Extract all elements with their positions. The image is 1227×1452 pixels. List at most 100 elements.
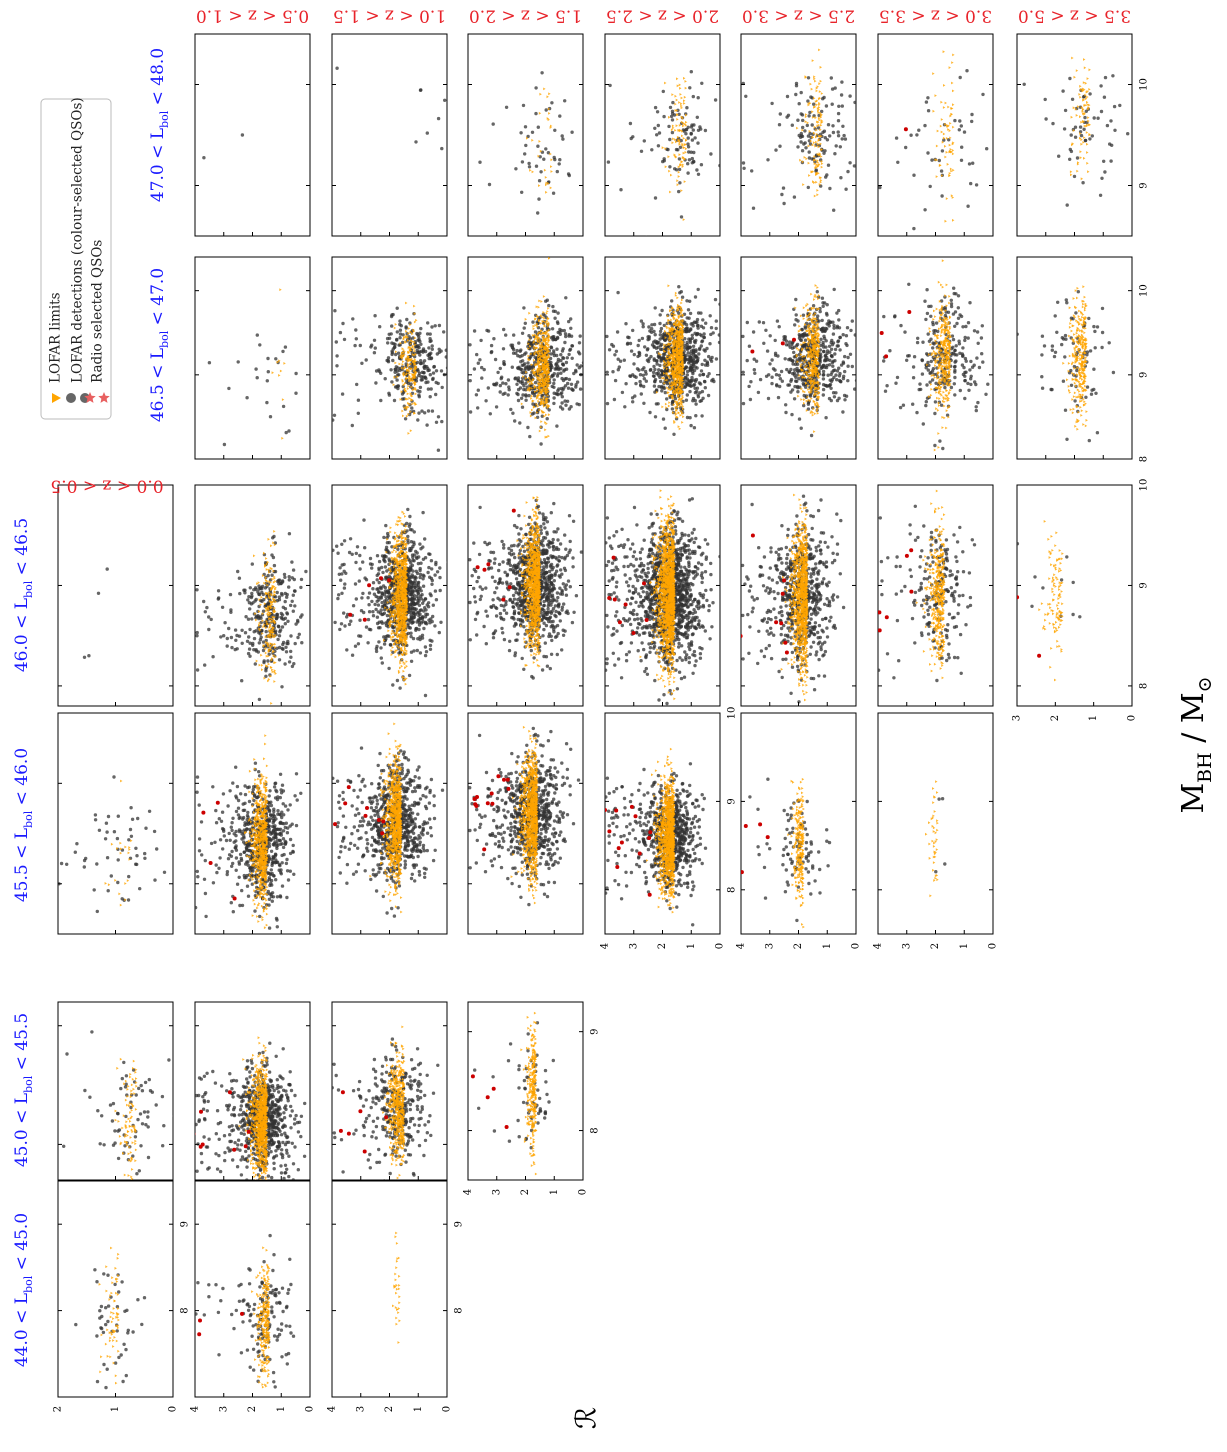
- detection-point: [269, 1107, 272, 1110]
- limit-point: [127, 1085, 129, 1088]
- detection-point: [278, 813, 281, 816]
- detection-point: [243, 591, 246, 594]
- panel-points: [202, 288, 315, 468]
- detection-point: [155, 1103, 158, 1106]
- detection-point: [418, 1124, 421, 1127]
- detection-point: [282, 606, 285, 609]
- detection-point: [231, 862, 234, 865]
- detection-point: [238, 876, 241, 879]
- panel-frame: [58, 713, 173, 934]
- limit-point: [113, 1312, 115, 1315]
- detection-point: [202, 156, 205, 159]
- detection-point: [389, 1058, 392, 1061]
- detection-point: [253, 1303, 256, 1306]
- detection-point: [362, 1124, 365, 1127]
- limit-point: [274, 643, 276, 646]
- detection-point: [127, 898, 130, 901]
- detection-point: [196, 870, 199, 873]
- detection-point: [413, 1079, 416, 1082]
- detection-point: [278, 833, 281, 836]
- detection-point: [207, 1100, 210, 1103]
- limit-point: [395, 1232, 397, 1235]
- panel-points: [194, 734, 303, 930]
- limit-point: [273, 680, 275, 683]
- limit-point: [128, 852, 130, 855]
- limit-point: [262, 1413, 264, 1416]
- detection-point: [240, 679, 243, 682]
- detection-point: [408, 1083, 411, 1086]
- limit-point: [110, 1311, 112, 1314]
- detection-point: [277, 1141, 280, 1144]
- detection-point: [287, 1288, 290, 1291]
- detection-point: [194, 906, 197, 909]
- detection-point: [107, 815, 110, 818]
- limit-point: [263, 757, 265, 760]
- detection-point: [257, 617, 260, 620]
- detection-point: [179, 798, 182, 801]
- detection-point: [268, 898, 271, 901]
- detection-point: [244, 1150, 247, 1153]
- detection-point: [264, 675, 267, 678]
- detection-point: [196, 775, 199, 778]
- limit-point: [395, 1235, 397, 1238]
- detection-point: [230, 646, 233, 649]
- detection-point: [286, 1362, 289, 1365]
- limit-point: [279, 288, 281, 291]
- detection-point: [230, 1079, 233, 1082]
- detection-point: [233, 1141, 236, 1144]
- detection-point: [416, 1089, 419, 1092]
- detection-point: [286, 1135, 289, 1138]
- detection-point: [278, 869, 281, 872]
- detection-point: [243, 824, 246, 827]
- detection-point: [276, 1335, 279, 1338]
- detection-point: [153, 830, 156, 833]
- detection-point: [255, 598, 258, 601]
- detection-point: [278, 1145, 281, 1148]
- detection-point: [215, 863, 218, 866]
- detection-point: [135, 854, 138, 857]
- detection-point: [374, 1102, 377, 1105]
- limit-point: [111, 1276, 113, 1279]
- detection-point: [240, 889, 243, 892]
- detection-point: [278, 1074, 281, 1077]
- limit-point: [118, 893, 120, 896]
- detection-point: [407, 1153, 410, 1156]
- detection-point: [289, 650, 292, 653]
- detection-point: [276, 1338, 279, 1341]
- limit-point: [258, 902, 260, 905]
- detection-point: [292, 1162, 295, 1165]
- limit-point: [248, 791, 250, 794]
- detection-point: [217, 589, 220, 592]
- limit-point: [135, 1068, 137, 1071]
- detection-point: [269, 832, 272, 835]
- detection-point: [371, 1100, 374, 1103]
- limit-point: [398, 1341, 400, 1344]
- detection-point: [244, 631, 247, 634]
- detection-point: [149, 1089, 152, 1092]
- detection-point: [198, 849, 201, 852]
- limit-point: [117, 1257, 119, 1260]
- detection-point: [412, 1172, 415, 1175]
- limit-point: [131, 1084, 133, 1087]
- limit-point: [132, 1078, 134, 1081]
- detection-point: [274, 1288, 277, 1291]
- y-tick-label: 3: [218, 1406, 229, 1412]
- detection-point: [275, 1301, 278, 1304]
- detection-point: [284, 600, 287, 603]
- detection-point: [275, 790, 278, 793]
- detection-point: [216, 1109, 219, 1112]
- detection-point: [285, 611, 288, 614]
- limit-point: [268, 663, 270, 666]
- detection-point: [388, 1114, 391, 1117]
- detection-point: [292, 873, 295, 876]
- radio-point: [201, 811, 205, 815]
- detection-point: [237, 360, 240, 363]
- detection-point: [270, 858, 273, 861]
- detection-point: [289, 1331, 292, 1334]
- detection-point: [294, 642, 297, 645]
- detection-point: [222, 634, 225, 637]
- detection-point: [221, 847, 224, 850]
- detection-point: [368, 1153, 371, 1156]
- limit-point: [135, 1081, 137, 1084]
- detection-point: [253, 909, 256, 912]
